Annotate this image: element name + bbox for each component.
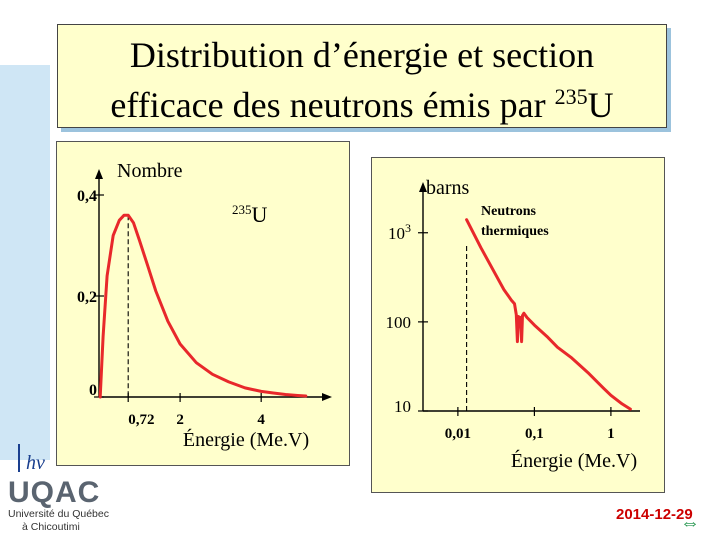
chart1-annotation-main: U: [252, 202, 268, 227]
hv-bar: [18, 444, 20, 472]
chart2-y-label: barns: [426, 177, 470, 199]
title-line-1: Distribution d’énergie et section: [129, 35, 595, 75]
uqac-logo: UQAC Université du Québec à Chicoutimi: [8, 478, 120, 534]
chart2-annotation-word: thermiques: [481, 224, 549, 239]
chart2-y-tick-text: 100: [386, 313, 412, 332]
chart2-y-tick-text: 10: [388, 224, 405, 243]
title-superscript: 235: [554, 84, 588, 109]
chart2-y-tick-label: 100: [386, 313, 412, 332]
logo-text: UQAC: [8, 476, 101, 509]
chart2-y-tick-text: 10: [394, 397, 411, 416]
chart1-y-arrow: [95, 169, 103, 179]
university-line-1: Université du Québec: [8, 508, 109, 520]
chart1-x-tick-label: 0,72: [128, 412, 154, 428]
university-line-2: à Chicoutimi: [22, 521, 80, 533]
chart1-x-tick-label: 4: [257, 412, 265, 428]
chart2-series-line: [465, 218, 632, 411]
chart2-y-tick-sup: 3: [405, 221, 411, 235]
double-arrow-nav-icon[interactable]: ⇔: [680, 512, 700, 534]
title-text: efficace des neutrons émis par: [110, 85, 546, 125]
left-decorative-band: [0, 65, 50, 460]
chart1-y-tick-label: 0,4: [77, 188, 97, 205]
chart2-y-tick-label: 10: [394, 397, 411, 416]
chart1-annotation-sup: 235: [232, 202, 252, 217]
chart2-x-tick-label: 0,01: [445, 426, 471, 442]
chart2-x-label: Énergie (Me.V): [511, 449, 637, 472]
chart1-annotation: 235U: [232, 202, 268, 227]
chart2-annotation: Neutrons thermiques: [481, 204, 549, 239]
title-line-2: efficace des neutrons émis par 235U: [58, 77, 666, 125]
chart1-series-line: [98, 213, 308, 399]
chart1-y-tick-label: 0: [89, 382, 97, 399]
chart1-x-arrow: [322, 393, 332, 401]
chart1-x-label: Énergie (Me.V): [183, 428, 309, 451]
date-label: 2014-12-29: [616, 506, 693, 523]
chart2-y-arrow: [419, 182, 427, 192]
chart2-x-tick-label: 0,1: [525, 426, 544, 442]
hv-label: hν: [26, 452, 45, 474]
chart1-y-label: Nombre: [117, 160, 183, 182]
title-box: Distribution d’énergie et section effica…: [57, 24, 667, 128]
chart2-annotation-word: Neutrons: [481, 204, 537, 219]
chart2-x-tick-label: 1: [607, 426, 615, 442]
chart1-x-tick-label: 2: [176, 412, 184, 428]
title-end: U: [587, 85, 614, 125]
chart2-y-tick-label: 103: [388, 221, 411, 243]
chart1-y-tick-label: 0,2: [77, 289, 97, 306]
